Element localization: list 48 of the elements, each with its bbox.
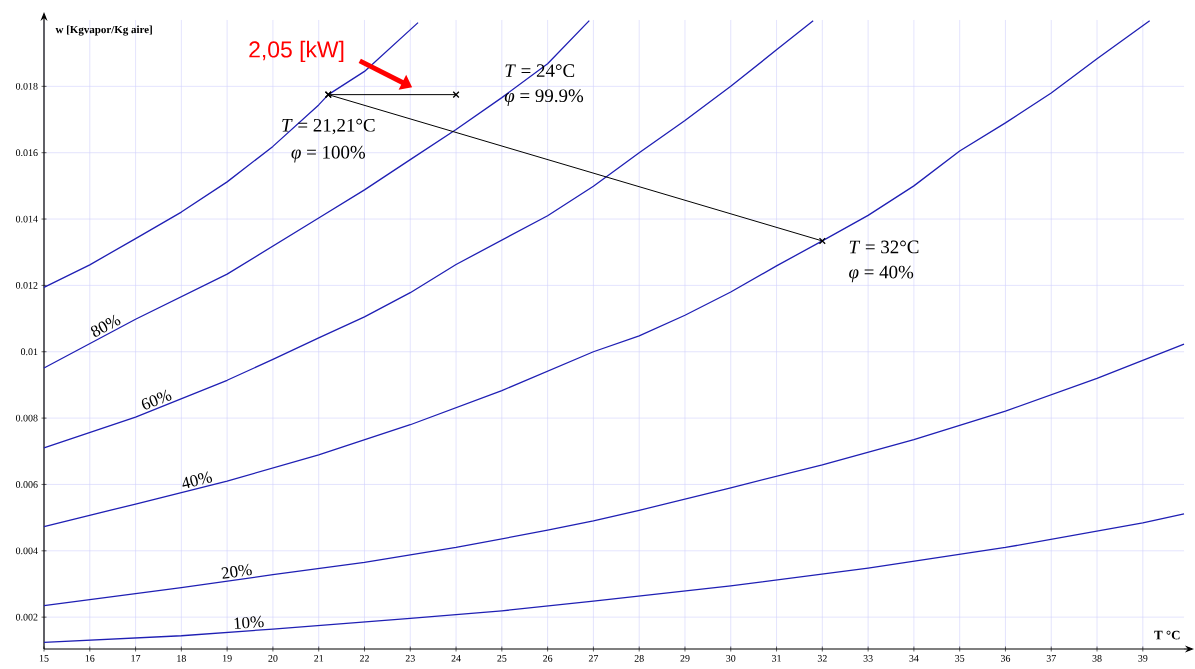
y-tick-label: 0.002: [15, 613, 38, 621]
x-tick-label: 38: [1092, 655, 1102, 662]
annotation: T = 21,21°C: [282, 118, 375, 135]
annotation: 2,05 [kW]: [249, 40, 344, 63]
y-tick-label: 0.006: [15, 481, 38, 488]
annotation: φ = 100%: [291, 145, 366, 163]
x-tick-label: 22: [359, 655, 369, 662]
x-tick-label: 39: [1138, 655, 1148, 662]
x-tick-label: 24: [451, 655, 461, 662]
x-tick-label: 35: [955, 655, 965, 662]
x-tick-label: 34: [909, 655, 919, 662]
y-tick-label: 0.014: [15, 215, 38, 223]
x-axis-title: T °C: [1154, 630, 1180, 640]
x-tick-label: 29: [680, 655, 690, 662]
x-tick-label: 26: [543, 655, 553, 662]
x-tick-label: 17: [131, 655, 141, 662]
x-tick-label: 33: [863, 655, 873, 662]
annotation: T = 24°C: [505, 64, 575, 78]
series-label: 10%: [234, 615, 264, 629]
y-tick-label: 0.01: [20, 348, 38, 356]
y-tick-label: 0.008: [15, 414, 38, 422]
text: 80%: [90, 314, 121, 337]
x-tick-label: 25: [497, 655, 507, 662]
y-tick-label: 0.012: [15, 282, 38, 289]
text: 20%: [221, 563, 252, 579]
x-tick-label: 27: [588, 655, 599, 662]
x-tick-label: 15: [39, 655, 49, 662]
x-tick-label: 23: [405, 655, 415, 662]
x-tick-label: 31: [772, 655, 781, 662]
y-tick-label: 0.018: [15, 82, 38, 90]
y-tick-label: 0.016: [15, 149, 38, 157]
x-tick-label: 16: [85, 655, 95, 662]
x-tick-label: 30: [726, 655, 736, 662]
annotation: φ = 40%: [849, 265, 914, 283]
y-axis-title: w [Kgvapor/Kg aire]: [55, 25, 152, 36]
y-tick-label: 0.004: [15, 547, 38, 555]
annotation: φ = 99.9%: [504, 89, 584, 106]
x-tick-label: 32: [817, 655, 827, 662]
x-tick-label: 19: [223, 655, 232, 662]
annotation: T = 32°C: [849, 240, 919, 254]
x-tick-label: 37: [1046, 655, 1056, 662]
x-tick-label: 18: [177, 655, 186, 662]
x-tick-label: 20: [268, 655, 278, 662]
x-tick-label: 36: [1000, 655, 1011, 662]
text: 60%: [141, 389, 172, 410]
x-tick-label: 21: [314, 655, 324, 662]
x-tick-label: 28: [634, 655, 644, 662]
text: 40%: [182, 471, 213, 488]
